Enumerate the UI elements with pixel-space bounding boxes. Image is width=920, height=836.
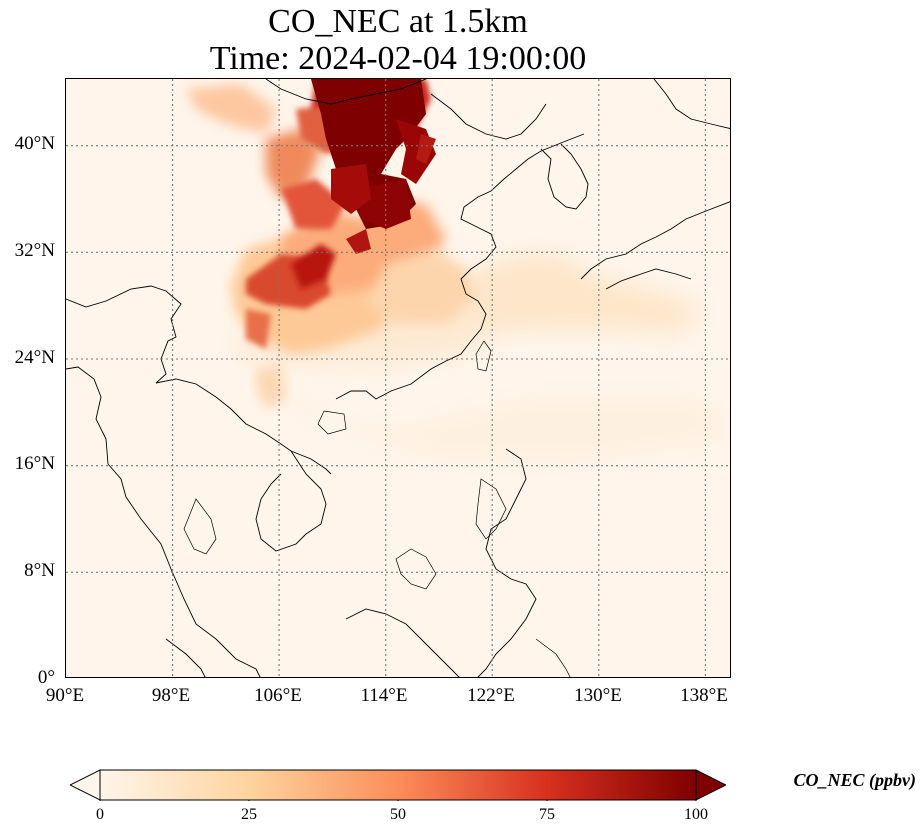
coastlines [66,79,730,677]
lon-tick-122e: 122°E [467,685,515,706]
colorbar-tick-25: 25 [241,806,257,823]
colorbar-tick-75: 75 [539,806,555,823]
colorbar-gradient [99,769,697,801]
gridlines [66,79,730,677]
lat-tick-16n: 16°N [14,453,55,474]
concentration-field [186,79,726,459]
colorbar-tick-0: 0 [96,806,104,823]
colorbar-tick-100: 100 [684,806,708,823]
colorbar [70,769,726,801]
lat-tick-8n: 8°N [24,560,55,581]
lon-tick-90e: 90°E [45,685,85,706]
lon-tick-114e: 114°E [360,685,408,706]
lat-tick-0: 0° [37,667,55,688]
colorbar-tick-50: 50 [390,806,406,823]
map-timestamp: Time: 2024-02-04 19:00:00 [209,40,587,77]
lon-tick-130e: 130°E [574,685,622,706]
concentration-map [65,78,731,678]
lon-tick-138e: 138°E [680,685,728,706]
colorbar-label: CO_NEC (ppbv) [793,770,917,790]
lat-tick-40n: 40°N [14,133,55,154]
lat-tick-32n: 32°N [14,240,55,261]
map-title: CO_NEC at 1.5km [268,3,528,40]
lat-tick-24n: 24°N [14,347,55,368]
lon-tick-106e: 106°E [254,685,302,706]
colorbar-min-extend [70,769,101,801]
map-canvas [66,79,730,677]
lon-tick-98e: 98°E [151,685,191,706]
colorbar-max-extend [695,769,726,801]
